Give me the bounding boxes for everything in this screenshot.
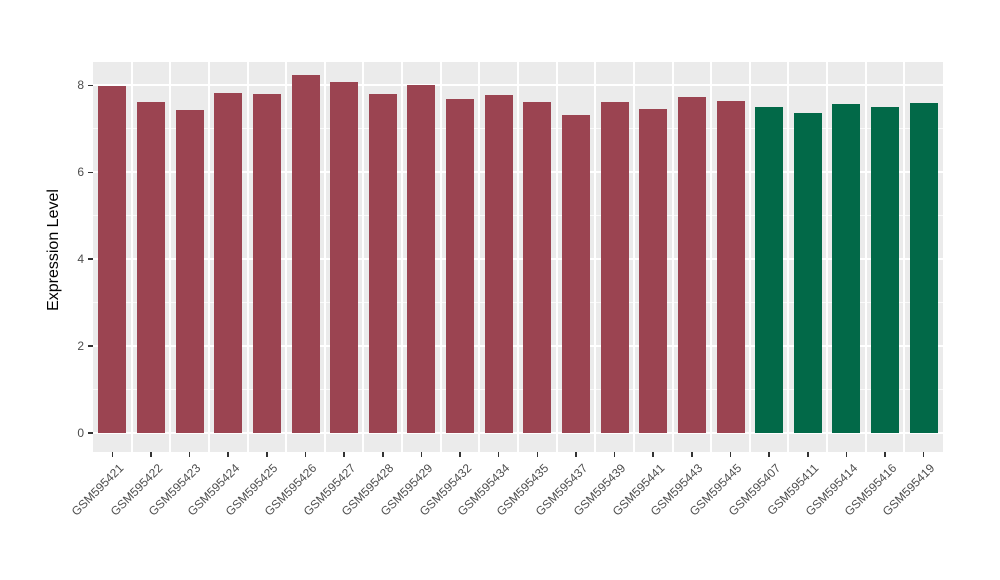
y-tick-label-8: 8 — [77, 78, 84, 93]
gridline-vertical-4 — [246, 62, 249, 452]
bar-GSM595422 — [136, 101, 165, 433]
bar-GSM595434 — [484, 94, 513, 433]
bar-GSM595407 — [755, 107, 784, 433]
gridline-vertical-9 — [439, 62, 442, 452]
gridline-vertical-12 — [555, 62, 558, 452]
y-tick-label-0: 0 — [77, 426, 84, 440]
gridline-vertical-19 — [826, 62, 829, 452]
y-tick-label-4: 4 — [77, 252, 84, 267]
x-tick-mark-GSM595441 — [652, 452, 654, 457]
gridline-vertical-16 — [710, 62, 713, 452]
bar-GSM595425 — [252, 93, 281, 433]
bar-GSM595437 — [561, 115, 590, 433]
x-tick-mark-GSM595424 — [227, 452, 229, 457]
gridline-vertical-3 — [207, 62, 210, 452]
gridline-vertical-1 — [130, 62, 133, 452]
gridline-vertical-8 — [401, 62, 404, 452]
gridline-vertical-15 — [671, 62, 674, 452]
bar-GSM595414 — [832, 103, 861, 433]
bar-GSM595411 — [793, 113, 822, 433]
bar-GSM595423 — [175, 110, 204, 433]
bar-GSM595428 — [368, 94, 397, 433]
x-tick-mark-GSM595443 — [691, 452, 693, 457]
bar-GSM595443 — [677, 96, 706, 433]
y-tick-mark-4 — [88, 258, 93, 260]
gridline-vertical-18 — [787, 62, 790, 452]
bar-GSM595439 — [600, 101, 629, 433]
y-axis-title-text: Expression Level — [45, 189, 62, 311]
x-tick-mark-GSM595445 — [729, 452, 732, 457]
plot-panel — [93, 62, 943, 452]
x-tick-mark-GSM595423 — [188, 452, 191, 457]
bar-GSM595426 — [291, 75, 320, 433]
bar-GSM595432 — [446, 98, 475, 433]
x-tick-mark-GSM595427 — [343, 452, 345, 457]
x-tick-mark-GSM595411 — [807, 452, 809, 457]
x-tick-mark-GSM595429 — [420, 452, 423, 457]
x-tick-mark-GSM595422 — [150, 452, 152, 457]
x-tick-mark-GSM595416 — [884, 452, 886, 457]
gridline-vertical-20 — [864, 62, 867, 452]
x-tick-mark-GSM595432 — [459, 452, 461, 457]
gridline-vertical-21 — [903, 62, 906, 452]
bar-GSM595429 — [407, 85, 436, 433]
gridline-vertical-2 — [169, 62, 172, 452]
bar-GSM595441 — [639, 108, 668, 433]
gridline-vertical-10 — [478, 62, 481, 452]
x-tick-mark-GSM595435 — [536, 452, 539, 457]
y-tick-mark-0 — [88, 432, 93, 434]
x-tick-mark-GSM595434 — [497, 452, 500, 457]
x-tick-mark-GSM595425 — [266, 452, 268, 457]
gridline-vertical-13 — [594, 62, 597, 452]
y-tick-mark-2 — [88, 345, 93, 347]
y-tick-label-2: 2 — [77, 339, 84, 354]
x-tick-mark-GSM595428 — [382, 452, 384, 457]
y-tick-mark-8 — [88, 84, 93, 87]
bar-GSM595419 — [909, 102, 938, 433]
gridline-vertical-17 — [748, 62, 751, 452]
gridline-vertical-5 — [285, 62, 288, 452]
gridline-vertical-11 — [517, 62, 519, 452]
x-tick-mark-GSM595439 — [613, 452, 616, 457]
bar-GSM595435 — [523, 102, 552, 433]
x-tick-mark-GSM595421 — [111, 452, 114, 457]
y-axis-title: Expression Level — [44, 62, 64, 438]
y-tick-mark-6 — [88, 171, 93, 174]
gridline-vertical-6 — [323, 62, 326, 452]
x-tick-mark-GSM595426 — [304, 452, 307, 457]
gridline-vertical-7 — [362, 62, 365, 452]
x-tick-mark-GSM595414 — [845, 452, 848, 457]
bar-GSM595416 — [871, 106, 900, 433]
bar-GSM595445 — [716, 100, 745, 433]
x-tick-mark-GSM595437 — [575, 452, 577, 457]
y-tick-label-6: 6 — [77, 165, 84, 180]
gridline-vertical-14 — [632, 62, 635, 452]
bar-GSM595427 — [330, 82, 359, 433]
bar-GSM595421 — [98, 86, 127, 433]
bar-GSM595424 — [214, 93, 243, 433]
x-tick-mark-GSM595419 — [922, 452, 925, 457]
x-tick-mark-GSM595407 — [768, 452, 770, 457]
